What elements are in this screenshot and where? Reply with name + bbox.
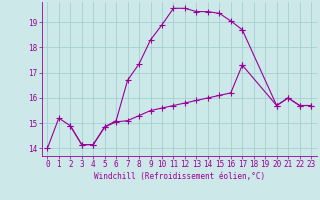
X-axis label: Windchill (Refroidissement éolien,°C): Windchill (Refroidissement éolien,°C) [94, 172, 265, 181]
